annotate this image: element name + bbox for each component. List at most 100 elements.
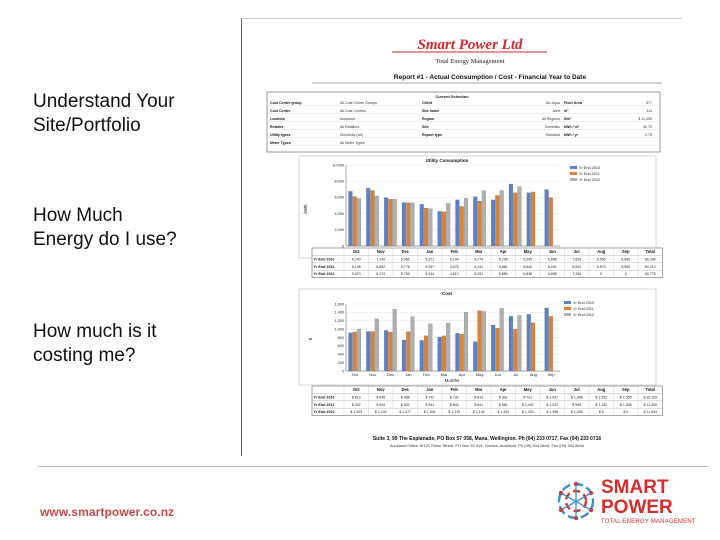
table-cell: 0: [625, 272, 627, 276]
table-header-cell: Feb: [451, 387, 459, 392]
table-header-cell: Jul: [574, 249, 580, 254]
bar-yr-end-2010-oct: [348, 191, 353, 247]
table-row-label: Yr End 2010: [314, 395, 335, 399]
table-cell: 5,357: [425, 265, 434, 269]
table-header-cell: Oct: [353, 249, 360, 254]
selection-cell: Auckland: [340, 117, 355, 121]
table-cell: 5,776: [401, 265, 410, 269]
table-header-cell: Mar: [475, 387, 483, 392]
bar-yr-end-2010-jan: [401, 202, 406, 247]
table-header-cell: Jan: [426, 249, 434, 254]
bar-yr-end-2011-aug: [531, 322, 536, 372]
x-tick-label: Jul: [513, 372, 518, 377]
table-header-cell: Apr: [500, 249, 507, 254]
selection-box: [266, 91, 661, 153]
bar-yr-end-2010-may: [473, 196, 478, 247]
table-row-label: Yr End 2011: [314, 265, 335, 269]
bar-yr-end-2010-may: [473, 341, 478, 372]
selection-cell: Retailer: [270, 125, 284, 129]
selection-cell: 114: [646, 109, 652, 113]
table-cell: 7,654: [572, 257, 581, 261]
bullet-line: Energy do I use?: [33, 229, 177, 250]
table-cell: 6,240: [548, 265, 557, 269]
table-cell: 6,673: [597, 265, 606, 269]
bar-yr-end-2012-oct: [356, 328, 362, 372]
selection-cell: All Meter Types: [340, 141, 365, 145]
legend-swatch: [564, 307, 571, 310]
bar-yr-end-2010-dec: [384, 330, 389, 372]
bullet-line: costing me?: [33, 345, 136, 366]
y-tick-label: 6,000: [334, 196, 344, 200]
table-header-cell: Jul: [574, 387, 580, 392]
bar-yr-end-2011-nov: [370, 331, 375, 372]
x-tick-label: Aug: [530, 372, 537, 377]
report-heading: Report #1 - Actual Consumption / Cost - …: [394, 74, 587, 81]
bar-yr-end-2010-nov: [366, 331, 371, 372]
report-address-main: Suite 3, 99 The Esplanade, PO Box 57 058…: [373, 436, 602, 442]
bar-yr-end-2011-mar: [441, 335, 446, 372]
logo-subtitle: TOTAL ENERGY MANAGEMENT: [601, 519, 696, 525]
logo-word-smart: SMART: [601, 477, 669, 498]
bar-yr-end-2011-oct: [352, 331, 357, 372]
bar-yr-end-2012-dec: [392, 309, 397, 372]
table-cell: $ 881: [499, 403, 508, 407]
selection-cell: Region: [422, 117, 434, 121]
table-row-label: Yr End 2010: [314, 257, 335, 261]
bar-yr-end-2011-jun: [495, 195, 500, 247]
bar-yr-end-2010-mar: [437, 336, 442, 372]
y-tick-label: 0: [342, 244, 344, 248]
report-address-auckland: Auckland Office: 5/121 Shine Street, PO …: [390, 443, 585, 448]
table-header-cell: Dec: [401, 387, 409, 392]
table-cell: $ 1,022: [546, 403, 558, 407]
bar-yr-end-2012-jul: [517, 315, 522, 372]
table-cell: 7,142: [376, 257, 385, 261]
table-cell: 5,144: [450, 257, 459, 261]
table-cell: $ 10,126: [643, 395, 657, 399]
selection-cell: Location: [270, 117, 285, 121]
bullet-line: Site/Portfolio: [33, 115, 141, 136]
table-cell: 4,610: [450, 272, 459, 276]
table-cell: 60,778: [645, 272, 656, 276]
table-cell: $ 944: [376, 403, 385, 407]
bar-yr-end-2012-jun: [499, 190, 504, 247]
table-header-cell: Sep: [622, 387, 630, 392]
y-tick-label: 8,000: [334, 180, 344, 184]
bar-yr-end-2011-oct: [352, 196, 357, 247]
table-cell: $ 0: [599, 410, 604, 414]
table-cell: $ 1,505: [620, 395, 632, 399]
selection-cell: Alert: [553, 109, 560, 113]
table-cell: $ 932: [352, 403, 361, 407]
table-cell: 5,698: [548, 257, 557, 261]
table-header-cell: Apr: [500, 387, 507, 392]
cost-chart-title: Cost: [442, 291, 453, 296]
bar-yr-end-2010-jun: [491, 324, 496, 372]
x-tick-label: Apr: [459, 372, 466, 377]
selection-cell: Report type: [422, 133, 442, 137]
bar-yr-end-2012-oct: [356, 198, 362, 247]
legend-swatch: [564, 313, 571, 316]
consumption-chart-frame: [298, 155, 657, 259]
selection-cell: All Cost Centres: [340, 109, 366, 113]
footer-website-url[interactable]: www.smartpower.co.nz: [40, 505, 175, 519]
selection-cell: Site: [422, 125, 429, 129]
table-cell: $ 901: [499, 395, 508, 399]
x-tick-label: Jan: [405, 372, 411, 377]
cost-y-axis-label: $: [308, 337, 313, 340]
footer-divider: [38, 466, 708, 467]
selection-cell: 2.75: [645, 133, 652, 137]
bar-yr-end-2011-mar: [441, 211, 446, 247]
table-cell: 5,281: [474, 272, 483, 276]
table-cell: 86,300: [645, 257, 656, 261]
bar-yr-end-2010-jun: [491, 199, 496, 247]
table-header-cell: Jun: [549, 387, 557, 392]
selection-cell: kWh / yr: [564, 133, 579, 137]
table-header-cell: Aug: [597, 249, 605, 254]
table-cell: $ 1,496: [546, 410, 558, 414]
bullet-line: Understand Your: [33, 91, 175, 112]
table-cell: 6,095: [523, 257, 532, 261]
selection-panel: Current Selection Cost Centre group All C…: [266, 91, 661, 153]
bar-yr-end-2011-apr: [459, 206, 464, 247]
selection-cell: All Cost Centre Groups: [340, 101, 377, 105]
table-cell: 4,241: [474, 265, 483, 269]
table-cell: $ 1,423: [522, 410, 534, 414]
